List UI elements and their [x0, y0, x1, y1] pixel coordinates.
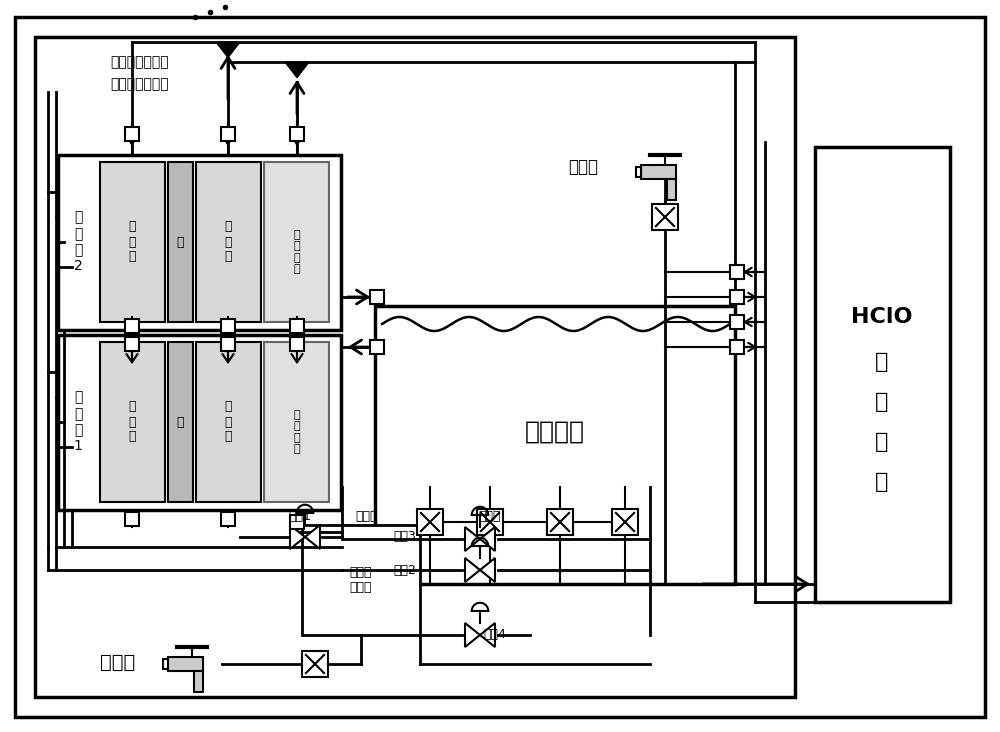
Bar	[375, 306, 735, 584]
Bar	[302, 525, 420, 635]
Text: 膜: 膜	[176, 236, 184, 248]
Polygon shape	[480, 558, 495, 582]
Text: 以三通连接方式: 以三通连接方式	[110, 55, 169, 69]
Text: 电磁阀: 电磁阀	[479, 510, 501, 523]
Bar	[477, 509, 503, 535]
Bar	[163, 660, 168, 669]
Text: 并联多个电解槽: 并联多个电解槽	[110, 77, 169, 91]
Bar	[58, 335, 341, 510]
Bar	[636, 167, 641, 177]
Polygon shape	[216, 42, 240, 58]
Bar	[547, 509, 573, 535]
Bar	[290, 319, 304, 333]
Bar	[290, 337, 304, 351]
Bar	[194, 671, 202, 692]
Text: 存: 存	[875, 352, 889, 372]
Text: 负
极
片: 负 极 片	[128, 220, 136, 264]
Text: 箱: 箱	[875, 472, 889, 492]
Bar	[815, 147, 950, 602]
Text: 出液口: 出液口	[355, 510, 378, 523]
Bar	[100, 162, 165, 322]
Bar	[290, 127, 304, 141]
Polygon shape	[480, 527, 495, 551]
Polygon shape	[465, 527, 480, 551]
Bar	[168, 162, 193, 322]
Text: 电
解
槽
2: 电 解 槽 2	[74, 211, 82, 273]
Bar	[264, 162, 329, 322]
Text: 饱和食
盐水箱: 饱和食 盐水箱	[350, 566, 372, 594]
Bar	[125, 512, 139, 526]
Bar	[168, 657, 202, 671]
Bar	[302, 651, 328, 677]
Text: 循环水箱: 循环水箱	[525, 420, 585, 444]
Polygon shape	[465, 558, 480, 582]
Polygon shape	[480, 623, 495, 647]
Text: 水泵1: 水泵1	[288, 510, 311, 523]
Bar	[730, 315, 744, 329]
Bar	[641, 165, 676, 179]
Text: 水: 水	[875, 432, 889, 452]
Polygon shape	[465, 623, 480, 647]
Bar	[290, 515, 304, 529]
Text: 饮用水: 饮用水	[100, 652, 135, 671]
Bar	[417, 509, 443, 535]
Text: 正
极
片: 正 极 片	[224, 220, 232, 264]
Polygon shape	[305, 525, 320, 549]
Text: 调
节
极
片: 调 节 极 片	[294, 410, 300, 455]
Text: 水泵3: 水泵3	[393, 531, 416, 543]
Text: 水泵4: 水泵4	[483, 629, 506, 641]
Text: HClO: HClO	[851, 307, 913, 327]
Bar	[221, 319, 235, 333]
Text: 调
节
极
片: 调 节 极 片	[294, 230, 300, 274]
Bar	[264, 342, 329, 502]
Bar	[730, 265, 744, 279]
Bar	[58, 155, 341, 330]
Bar	[125, 319, 139, 333]
Bar	[221, 127, 235, 141]
Polygon shape	[290, 525, 305, 549]
Bar	[652, 204, 678, 230]
Text: 负
极
片: 负 极 片	[128, 400, 136, 444]
Text: 储: 储	[875, 392, 889, 412]
Text: 饮用水: 饮用水	[568, 158, 598, 176]
Bar	[100, 342, 165, 502]
Bar	[370, 290, 384, 304]
Bar	[196, 342, 261, 502]
Bar	[196, 162, 261, 322]
Bar	[125, 127, 139, 141]
Bar	[125, 337, 139, 351]
Polygon shape	[285, 62, 309, 78]
Bar	[730, 290, 744, 304]
Bar	[168, 342, 193, 502]
Bar	[221, 337, 235, 351]
Bar	[612, 509, 638, 535]
Bar	[730, 340, 744, 354]
Text: 正
极
片: 正 极 片	[224, 400, 232, 444]
Bar	[221, 512, 235, 526]
Bar	[666, 179, 676, 200]
Bar	[35, 37, 795, 697]
Text: 膜: 膜	[176, 416, 184, 428]
Bar	[370, 340, 384, 354]
Text: 水泵2: 水泵2	[393, 564, 416, 577]
Text: 电
解
槽
1: 电 解 槽 1	[74, 391, 82, 453]
